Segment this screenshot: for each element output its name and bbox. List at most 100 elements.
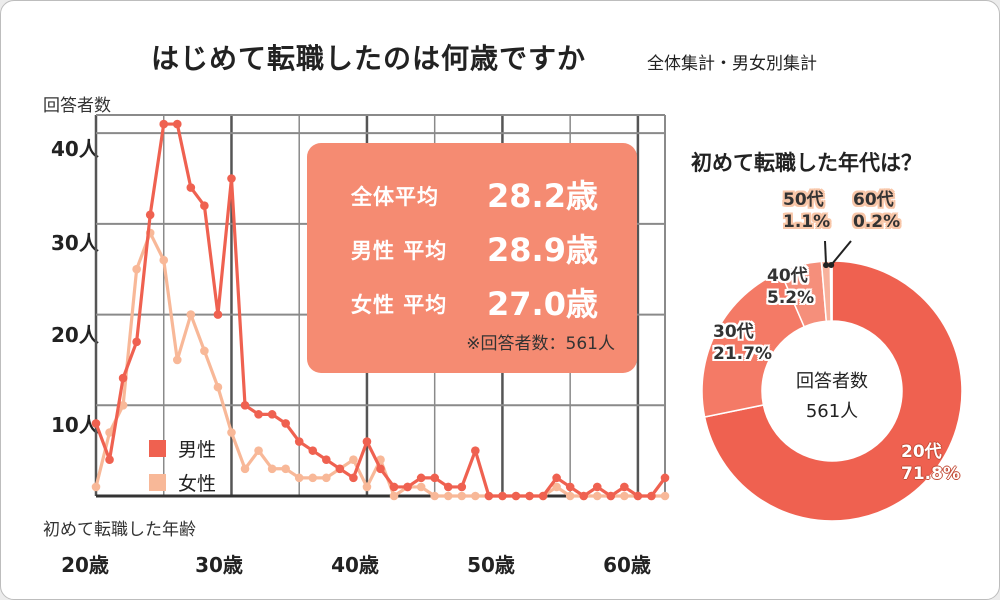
point-female-40 (362, 482, 372, 492)
point-male-24 (145, 210, 155, 220)
summary-label-overall: 全体平均 (351, 185, 439, 209)
point-male-60 (633, 491, 643, 501)
legend-label-male: 男性 (178, 438, 217, 461)
x-tick-60: 60歳 (603, 553, 651, 577)
legend-item-male: 男性 (149, 431, 216, 465)
x-tick-20: 20歳 (61, 553, 109, 577)
point-male-42 (389, 482, 399, 492)
slice-value-60s: 0.2% (853, 212, 901, 232)
point-male-33 (267, 410, 277, 419)
page-title: はじめて転職したのは何歳ですか (151, 42, 587, 75)
point-male-52 (525, 491, 534, 501)
y-tick-40: 40人 (51, 137, 99, 161)
slice-category-40s: 40代 (767, 266, 808, 286)
summary-row-overall: 全体平均 28.2歳 (307, 171, 637, 215)
point-male-37 (322, 455, 331, 465)
legend-swatch-female (149, 473, 166, 491)
leader-dot-60s (828, 262, 835, 269)
x-tick-30: 30歳 (195, 553, 243, 577)
point-female-29 (213, 382, 223, 392)
point-male-26 (172, 119, 182, 129)
point-female-32 (254, 446, 263, 455)
point-female-47 (457, 491, 467, 501)
point-male-55 (565, 482, 575, 492)
point-female-36 (308, 473, 318, 483)
point-male-53 (538, 491, 548, 501)
point-male-21 (105, 455, 114, 465)
summary-row-male: 男性 平均 28.9歳 (307, 225, 637, 269)
point-female-35 (294, 473, 304, 483)
point-male-25 (159, 119, 169, 129)
summary-row-female: 女性 平均 27.0歳 (307, 279, 637, 323)
y-tick-10: 10人 (51, 413, 99, 437)
point-male-54 (552, 473, 561, 483)
point-female-59 (620, 491, 629, 501)
point-male-50 (498, 491, 507, 501)
point-male-35 (294, 437, 304, 446)
point-male-43 (403, 482, 412, 492)
donut-center-title: 回答者数 (796, 371, 868, 392)
point-female-34 (281, 464, 290, 474)
slice-category-50s: 50代 (783, 190, 824, 210)
leader-dot-50s (823, 262, 830, 269)
x-tick-40: 40歳 (331, 553, 379, 577)
page-subtitle: 全体集計・男女別集計 (647, 54, 817, 74)
point-female-25 (159, 255, 169, 265)
slice-value-30s: 21.7% (713, 344, 772, 364)
point-female-55 (565, 491, 575, 501)
slice-value-50s: 1.1% (783, 212, 831, 232)
point-male-61 (647, 491, 656, 501)
slice-value-20s: 71.8% (901, 464, 960, 484)
legend-label-female: 女性 (178, 472, 217, 495)
summary-value-male: 28.9歳 (487, 231, 598, 269)
point-female-39 (349, 455, 358, 465)
point-male-30 (227, 174, 236, 183)
point-female-37 (322, 473, 331, 483)
y-tick-30: 30人 (51, 231, 99, 255)
point-male-31 (240, 400, 250, 410)
slice-value-40s: 5.2% (767, 288, 815, 308)
point-female-33 (267, 464, 277, 474)
y-tick-20: 20人 (51, 323, 99, 347)
point-male-41 (376, 464, 385, 474)
point-male-27 (186, 183, 196, 192)
slice-category-60s: 60代 (853, 190, 894, 210)
point-male-20 (91, 419, 101, 428)
point-female-28 (200, 346, 209, 356)
slice-category-20s: 20代 (901, 442, 942, 462)
legend-item-female: 女性 (149, 465, 216, 499)
point-female-44 (416, 482, 426, 492)
point-male-23 (132, 337, 141, 347)
point-female-57 (592, 491, 602, 501)
legend-swatch-male (149, 439, 166, 457)
point-female-62 (660, 491, 670, 501)
point-male-22 (118, 373, 128, 383)
point-female-48 (471, 491, 480, 501)
donut-center-value: 561人 (805, 401, 859, 422)
summary-value-overall: 28.2歳 (487, 177, 598, 215)
donut-center-label: 回答者数 561人 (753, 367, 911, 427)
point-female-26 (172, 355, 182, 365)
point-male-62 (660, 473, 670, 483)
point-female-45 (430, 491, 439, 501)
point-male-40 (362, 437, 372, 446)
point-female-31 (240, 464, 250, 474)
slice-label-60s: 60代 0.2% (853, 189, 900, 233)
point-male-45 (430, 473, 439, 483)
point-male-29 (213, 310, 223, 319)
x-axis-label: 初めて転職した年齢 (43, 520, 196, 540)
leader-line-50s (824, 240, 828, 266)
point-male-34 (281, 419, 290, 428)
point-female-30 (227, 428, 236, 437)
slice-category-30s: 30代 (713, 322, 754, 342)
point-female-21 (105, 428, 114, 437)
point-female-20 (91, 482, 101, 492)
average-summary-box: 全体平均 28.2歳 男性 平均 28.9歳 女性 平均 27.0歳 ※回答者数… (307, 143, 637, 373)
point-male-28 (200, 201, 209, 211)
summary-label-female: 女性 平均 (351, 293, 448, 317)
donut-hole (762, 321, 902, 461)
donut-slice-60代 (829, 260, 833, 322)
point-male-58 (606, 491, 616, 501)
point-female-22 (118, 400, 128, 410)
